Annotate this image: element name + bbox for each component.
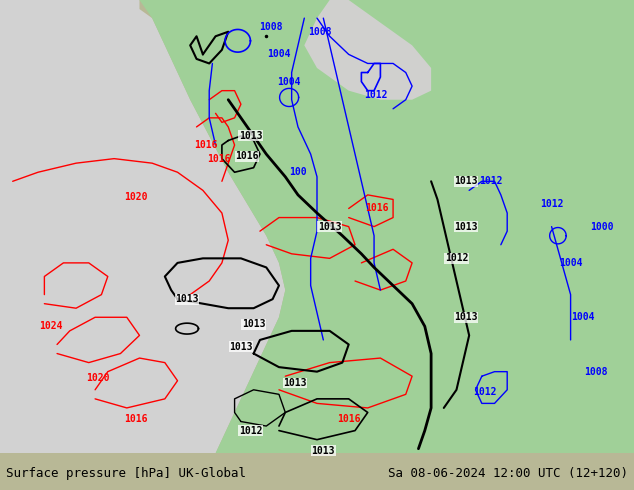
Text: 1012: 1012 — [473, 387, 497, 397]
Text: 1004: 1004 — [276, 76, 301, 87]
Text: 1013: 1013 — [229, 342, 253, 352]
Text: 1013: 1013 — [283, 378, 307, 388]
Text: 1004: 1004 — [559, 258, 583, 268]
Text: 1013: 1013 — [454, 176, 478, 186]
Text: 1020: 1020 — [86, 373, 110, 384]
Text: 1013: 1013 — [311, 446, 335, 456]
Text: 1016: 1016 — [337, 414, 361, 424]
Polygon shape — [0, 0, 285, 453]
Text: 1008: 1008 — [259, 22, 283, 32]
Text: 1016: 1016 — [207, 154, 231, 164]
Text: 1020: 1020 — [124, 192, 148, 202]
Text: 1008: 1008 — [308, 27, 332, 37]
Polygon shape — [304, 0, 431, 99]
Text: 1012: 1012 — [364, 90, 388, 100]
Text: 1016: 1016 — [235, 151, 259, 161]
Text: 1012: 1012 — [479, 176, 503, 186]
Text: 1016: 1016 — [194, 140, 218, 150]
Text: 1013: 1013 — [242, 319, 266, 329]
Polygon shape — [139, 0, 634, 453]
Text: 1013: 1013 — [175, 294, 199, 304]
Text: 1008: 1008 — [584, 367, 608, 377]
Text: 1016: 1016 — [365, 203, 389, 214]
Text: 1024: 1024 — [39, 321, 63, 331]
Text: Surface pressure [hPa] UK-Global: Surface pressure [hPa] UK-Global — [6, 467, 247, 480]
Text: 1000: 1000 — [590, 221, 614, 232]
Text: 1012: 1012 — [540, 199, 564, 209]
Text: 1004: 1004 — [571, 312, 595, 322]
Text: 1013: 1013 — [318, 221, 342, 232]
Text: 1012: 1012 — [444, 253, 469, 263]
Text: 1013: 1013 — [454, 312, 478, 322]
Text: 1016: 1016 — [124, 414, 148, 424]
Text: 1013: 1013 — [238, 131, 262, 141]
Text: 1013: 1013 — [454, 221, 478, 232]
Text: Sa 08-06-2024 12:00 UTC (12+120): Sa 08-06-2024 12:00 UTC (12+120) — [387, 467, 628, 480]
Text: 1004: 1004 — [267, 49, 291, 59]
Text: 100: 100 — [289, 167, 307, 177]
Text: 1012: 1012 — [238, 426, 262, 436]
